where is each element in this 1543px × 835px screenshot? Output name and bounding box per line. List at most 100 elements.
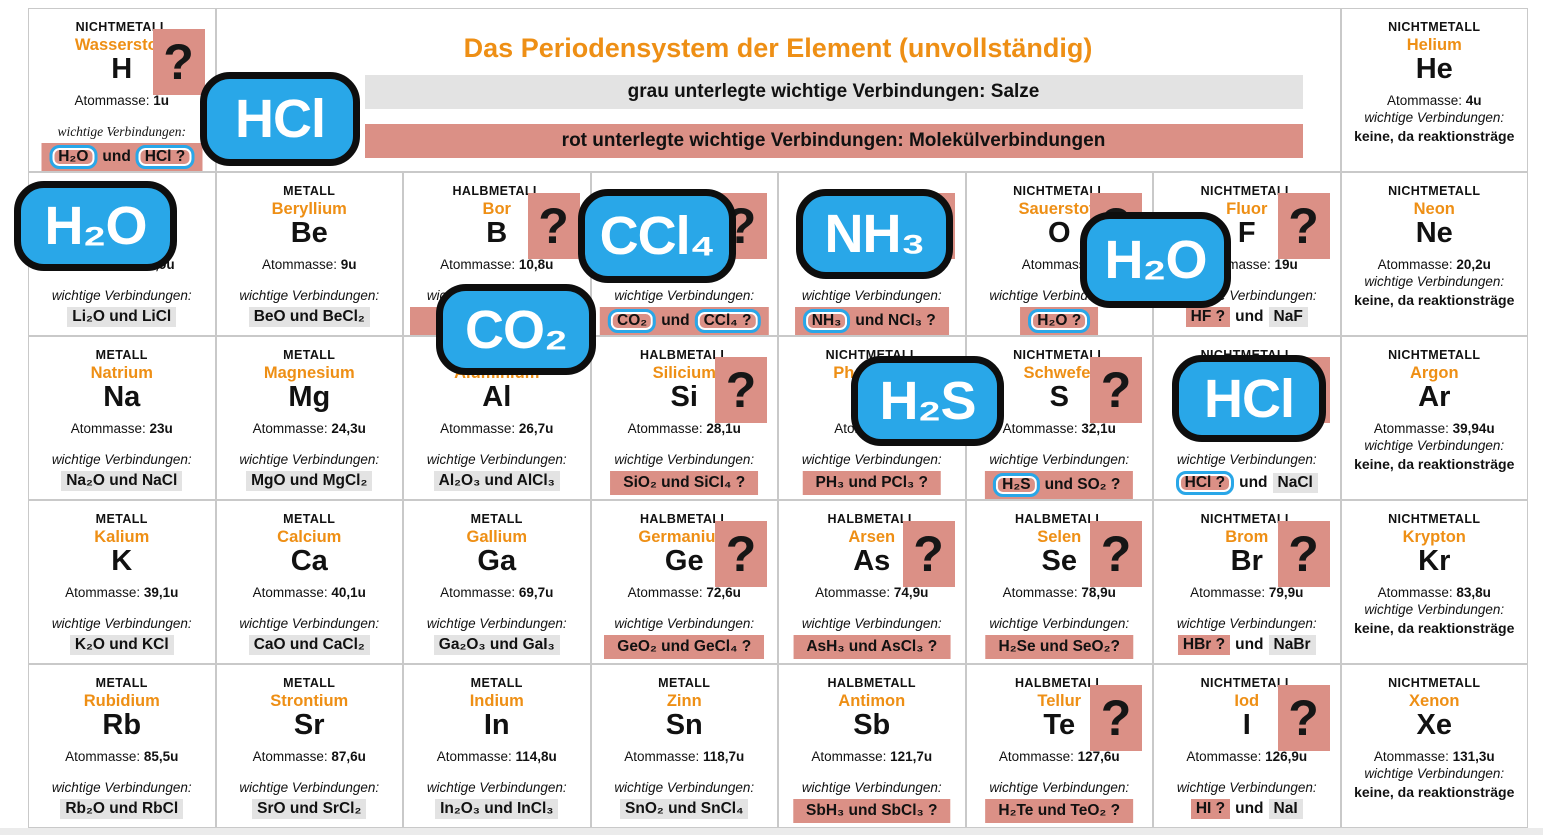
- answer-slot[interactable]: CO₂: [608, 309, 657, 333]
- element-cell-rb: METALL Rubidium Rb Atommasse: 85,5u wichtige…: [28, 664, 216, 828]
- element-cell-ga: METALL Gallium Ga Atommasse: 69,7u wichtige …: [403, 500, 591, 664]
- compound-text: und: [1235, 308, 1264, 325]
- element-name: Rubidium: [83, 692, 160, 710]
- element-cell-br: NICHTMETALL Brom Br Atommasse: 79,9u wichtig…: [1153, 500, 1341, 664]
- element-cell-be: METALL Beryllium Be Atommasse: 9u wichtige V…: [215, 172, 403, 336]
- question-placeholder-box[interactable]: ?: [1090, 521, 1142, 587]
- atomic-mass-value: 79,9u: [1268, 585, 1304, 600]
- element-name: Sauerstoff: [1018, 200, 1101, 218]
- compounds-row: BeO und BeCl₂: [217, 307, 403, 327]
- compound-text: SiO₂ und SiCl₄ ?: [623, 474, 746, 491]
- token-hcl-top[interactable]: HCl: [200, 72, 360, 166]
- compounds-row: Na₂O und NaCl: [29, 471, 215, 491]
- question-placeholder-box[interactable]: ?: [715, 357, 767, 423]
- token-ccl4[interactable]: CCl₄: [578, 189, 736, 283]
- category-label: METALL: [283, 512, 336, 526]
- answer-slot[interactable]: CCl₄ ?: [694, 309, 761, 333]
- question-placeholder-box[interactable]: ?: [527, 193, 580, 259]
- answer-slot[interactable]: HCl ?: [1175, 471, 1235, 495]
- compounds-row: SbH₃ und SbCl₃ ?: [793, 799, 951, 823]
- category-label: NICHTMETALL: [1200, 184, 1293, 198]
- category-label: METALL: [95, 348, 148, 362]
- question-placeholder-box[interactable]: ?: [1090, 685, 1142, 751]
- compounds-row: Ga₂O₃ und GaI₃: [404, 635, 590, 655]
- compounds-row: SiO₂ und SiCl₄ ?: [610, 471, 759, 495]
- compounds-row: MgO und MgCl₂: [217, 471, 403, 491]
- element-name: Schwefel: [1023, 364, 1096, 382]
- atomic-mass-value: 26,7u: [518, 421, 554, 436]
- atomic-mass-value: 20,2u: [1456, 257, 1491, 272]
- compounds-label: wichtige Verbindungen:: [239, 452, 380, 467]
- compounds-label: wichtige Verbindungen:: [801, 780, 942, 795]
- element-symbol: Ga: [477, 545, 517, 577]
- question-placeholder-box[interactable]: ?: [715, 521, 767, 587]
- no-compounds-note: keine, da reaktionsträge: [1354, 456, 1515, 472]
- compounds-label: wichtige Verbindungen:: [989, 780, 1130, 795]
- element-symbol: Si: [670, 381, 698, 413]
- no-compounds-note: keine, da reaktionsträge: [1354, 128, 1515, 144]
- element-cell-sn: METALL Zinn Sn Atommasse: 118,7u wichtige Ve…: [590, 664, 778, 828]
- element-symbol: K: [111, 545, 133, 577]
- compounds-row: H₂S und SO₂ ?: [985, 471, 1134, 499]
- answer-slot[interactable]: HCl ?: [135, 145, 195, 169]
- compounds-row: AsH₃ und AsCl₃ ?: [793, 635, 951, 659]
- compounds-label: wichtige Verbindungen:: [614, 452, 755, 467]
- compound-text: und: [1235, 636, 1264, 653]
- category-label: NICHTMETALL: [1388, 348, 1481, 362]
- element-symbol: Sn: [665, 709, 703, 741]
- atomic-mass-value: 23u: [149, 421, 173, 436]
- atomic-mass-value: 39,1u: [143, 585, 179, 600]
- atomic-mass-line: Atommasse: 9u: [261, 257, 357, 272]
- compounds-label: wichtige Verbindungen:: [1364, 602, 1505, 617]
- element-symbol: Ge: [664, 545, 704, 577]
- element-name: Antimon: [838, 692, 906, 710]
- element-cell-sb: HALBMETALL Antimon Sb Atommasse: 121,7u wich…: [778, 664, 966, 828]
- question-placeholder-box[interactable]: ?: [152, 29, 205, 95]
- element-symbol: B: [486, 217, 508, 249]
- token-h2o-right[interactable]: H₂O: [1080, 212, 1231, 308]
- token-co2[interactable]: CO₂: [436, 284, 596, 375]
- category-label: METALL: [658, 676, 711, 690]
- atomic-mass-value: 72,6u: [706, 585, 741, 600]
- token-nh3[interactable]: NH₃: [796, 189, 953, 279]
- atomic-mass-value: 4u: [1465, 93, 1482, 108]
- question-placeholder-box[interactable]: ?: [902, 521, 955, 587]
- compounds-row: CaO und CaCl₂: [217, 635, 403, 655]
- category-label: NICHTMETALL: [1200, 676, 1293, 690]
- compounds-label: wichtige Verbindungen:: [1364, 766, 1505, 781]
- compound-text: und: [661, 312, 690, 329]
- element-name: Neon: [1413, 200, 1455, 218]
- answer-slot[interactable]: H₂O: [49, 145, 98, 169]
- atomic-mass-value: 40,1u: [331, 585, 366, 600]
- compounds-row: Rb₂O und RbCl: [29, 799, 215, 819]
- element-cell-ar: NICHTMETALL Argon Ar Atommasse: 39,94u wicht…: [1340, 336, 1528, 500]
- category-label: NICHTMETALL: [1200, 512, 1293, 526]
- element-name: Selen: [1037, 528, 1082, 546]
- element-cell-he: NICHTMETALL Helium He Atommasse: 4u wichtige…: [1340, 8, 1528, 172]
- answer-slot[interactable]: H₂O ?: [1028, 309, 1091, 333]
- question-placeholder-box[interactable]: ?: [1277, 685, 1330, 751]
- element-name: Strontium: [270, 692, 349, 710]
- element-symbol: Mg: [288, 381, 331, 413]
- element-cell-ne: NICHTMETALL Neon Ne Atommasse: 20,2u wichtig…: [1340, 172, 1528, 336]
- element-symbol: Kr: [1418, 545, 1451, 577]
- compounds-row: In₂O₃ und InCl₃: [404, 799, 590, 819]
- token-hcl-row3[interactable]: HCl: [1172, 355, 1326, 442]
- compounds-label: wichtige Verbindungen:: [801, 288, 942, 303]
- category-label: METALL: [470, 676, 523, 690]
- compounds-label: wichtige Verbindungen:: [614, 288, 755, 303]
- question-placeholder-box[interactable]: ?: [1277, 521, 1330, 587]
- element-name: Calcium: [277, 528, 342, 546]
- atomic-mass-value: 74,9u: [893, 585, 929, 600]
- compound-text: Al₂O₃ und AlCl₃: [433, 471, 560, 491]
- element-cell-si: HALBMETALL Silicium Si Atommasse: 28,1u wich…: [590, 336, 778, 500]
- question-placeholder-box[interactable]: ?: [1090, 357, 1142, 423]
- token-h2o-left[interactable]: H₂O: [14, 181, 177, 271]
- answer-slot[interactable]: NH₃: [802, 309, 851, 333]
- token-h2s[interactable]: H₂S: [851, 356, 1004, 446]
- compounds-row: CO₂ und CCl₄ ?: [600, 307, 769, 335]
- compound-text: H₂Te und TeO₂ ?: [998, 802, 1121, 819]
- category-label: METALL: [283, 676, 336, 690]
- answer-slot[interactable]: H₂S: [993, 473, 1040, 497]
- question-placeholder-box[interactable]: ?: [1277, 193, 1330, 259]
